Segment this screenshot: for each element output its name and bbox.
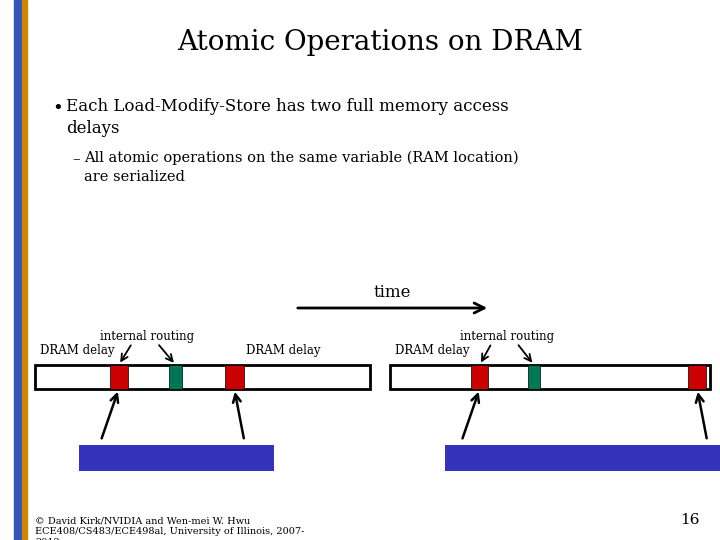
Bar bbox=[225, 365, 243, 389]
Text: DRAM delay: DRAM delay bbox=[40, 344, 114, 357]
Text: atomic operation N+1: atomic operation N+1 bbox=[510, 451, 676, 465]
Text: –: – bbox=[72, 152, 80, 166]
Text: 16: 16 bbox=[680, 513, 700, 527]
Text: DRAM delay: DRAM delay bbox=[395, 344, 469, 357]
Text: DRAM delay: DRAM delay bbox=[246, 344, 321, 357]
Bar bbox=[169, 365, 182, 389]
Text: internal routing: internal routing bbox=[460, 330, 554, 343]
Text: Each Load-Modify-Store has two full memory access
delays: Each Load-Modify-Store has two full memo… bbox=[66, 98, 509, 137]
Text: © David Kirk/NVIDIA and Wen-mei W. Hwu
ECE408/CS483/ECE498al, University of Illi: © David Kirk/NVIDIA and Wen-mei W. Hwu E… bbox=[35, 516, 305, 540]
Text: Atomic Operations on DRAM: Atomic Operations on DRAM bbox=[177, 29, 583, 56]
Text: All atomic operations on the same variable (RAM location)
are serialized: All atomic operations on the same variab… bbox=[84, 151, 518, 184]
Bar bbox=[14, 0, 21, 540]
Bar bbox=[688, 365, 706, 389]
Bar bbox=[22, 0, 27, 540]
Bar bbox=[528, 365, 541, 389]
Text: time: time bbox=[374, 284, 411, 301]
Bar bbox=[35, 365, 370, 389]
Text: internal routing: internal routing bbox=[100, 330, 194, 343]
Bar bbox=[78, 445, 274, 471]
Text: •: • bbox=[52, 100, 63, 118]
Bar bbox=[445, 445, 720, 471]
Bar bbox=[471, 365, 488, 389]
Bar bbox=[109, 365, 128, 389]
Bar bbox=[390, 365, 710, 389]
Text: atomic operation N: atomic operation N bbox=[104, 451, 248, 465]
